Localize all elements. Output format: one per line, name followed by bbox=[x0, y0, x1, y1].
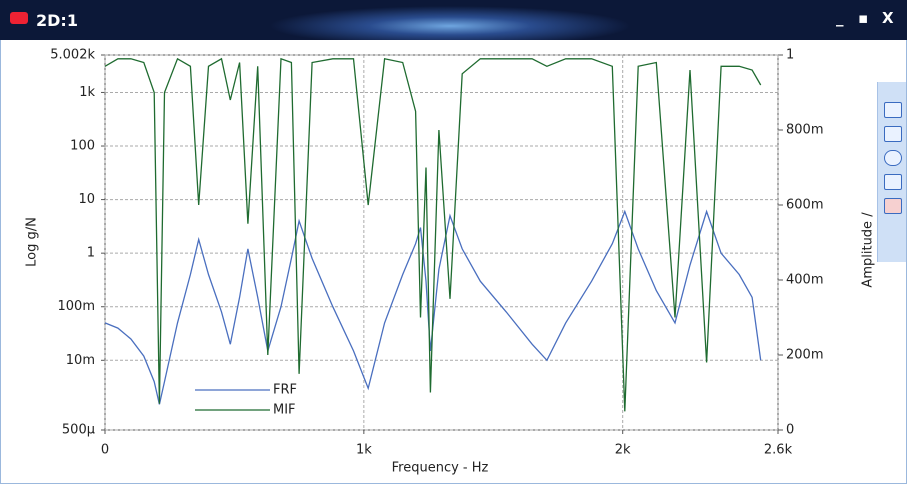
y2-tick-label: 600m bbox=[786, 198, 823, 213]
x-tick-label: 2.6k bbox=[764, 443, 793, 458]
y2-tick-label: 1 bbox=[786, 48, 794, 63]
x-axis-label: Frequency - Hz bbox=[392, 461, 489, 476]
tool-button[interactable] bbox=[884, 102, 902, 118]
x-tick-label: 2k bbox=[615, 443, 631, 458]
toolbar bbox=[877, 82, 906, 262]
close-button[interactable]: X bbox=[882, 9, 894, 27]
tool-button[interactable] bbox=[884, 174, 902, 190]
series-line bbox=[104, 209, 762, 405]
minimize-button[interactable]: _ bbox=[836, 9, 844, 27]
window-icon bbox=[10, 12, 28, 24]
y2-axis-label: Amplitude / bbox=[861, 212, 876, 288]
tool-button[interactable] bbox=[884, 198, 902, 214]
y-tick-label: 1 bbox=[87, 246, 95, 261]
window-title: 2D:1 bbox=[36, 11, 78, 30]
y-axis-label: Log g/N bbox=[25, 217, 40, 267]
tool-button[interactable] bbox=[884, 126, 902, 142]
y-tick-label: 1k bbox=[79, 85, 95, 100]
y2-tick-label: 800m bbox=[786, 123, 823, 138]
y2-tick-label: 0 bbox=[786, 423, 794, 438]
y2-tick-label: 400m bbox=[786, 273, 823, 288]
legend-label: FRF bbox=[273, 383, 297, 398]
plot-area bbox=[104, 54, 779, 431]
y-tick-label: 100m bbox=[58, 299, 95, 314]
x-tick-label: 1k bbox=[356, 443, 372, 458]
tool-button[interactable] bbox=[884, 150, 902, 166]
x-tick-label: 0 bbox=[101, 443, 109, 458]
y-tick-label: 5.002k bbox=[50, 48, 95, 63]
legend-label: MIF bbox=[273, 403, 296, 418]
y2-tick-label: 200m bbox=[786, 348, 823, 363]
y-tick-label: 500µ bbox=[62, 423, 95, 438]
y-tick-label: 10m bbox=[66, 353, 95, 368]
y-tick-label: 10 bbox=[78, 192, 95, 207]
y-tick-label: 100 bbox=[70, 139, 95, 154]
title-bar: 2D:1 _ ▪ X bbox=[0, 0, 907, 40]
series-line bbox=[104, 57, 762, 412]
maximize-button[interactable]: ▪ bbox=[858, 9, 869, 27]
